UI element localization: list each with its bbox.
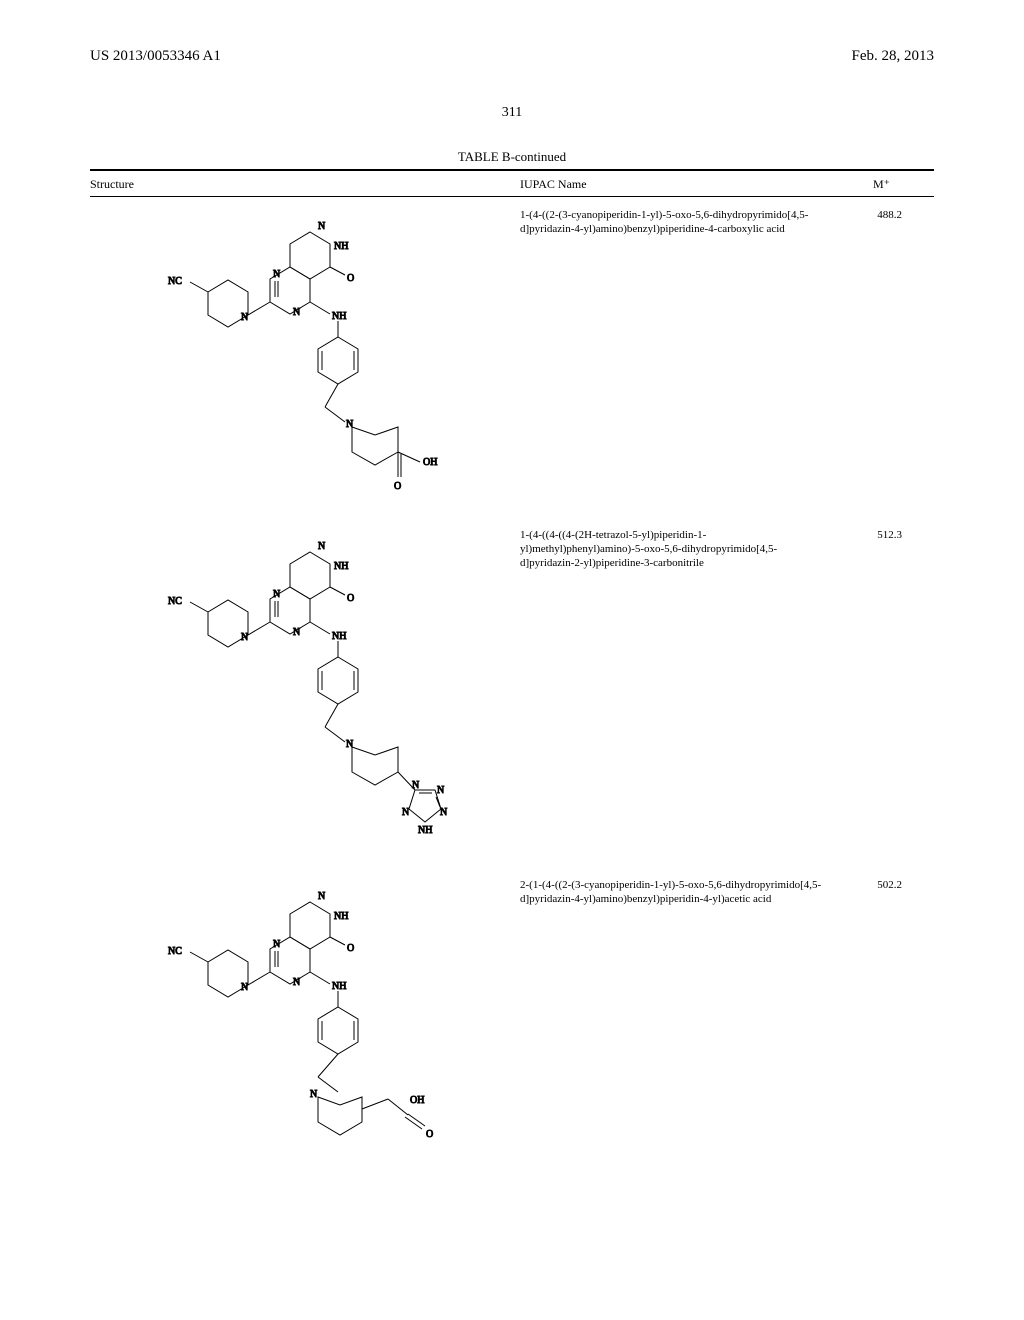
svg-text:N: N bbox=[318, 541, 325, 552]
mass-value: 488.2 bbox=[842, 207, 908, 221]
running-header: US 2013/0053346 A1 Feb. 28, 2013 bbox=[90, 48, 934, 65]
publication-number: US 2013/0053346 A1 bbox=[90, 48, 221, 65]
table-row: N NH O N N NC N NH bbox=[90, 867, 934, 1177]
table-top-rule bbox=[90, 169, 934, 171]
structure-cell: N NH O N N NC N NH bbox=[90, 527, 520, 867]
svg-text:OH: OH bbox=[410, 1095, 424, 1106]
col-head-m: M⁺ bbox=[830, 177, 890, 192]
svg-text:NH: NH bbox=[332, 981, 346, 992]
svg-text:O: O bbox=[347, 593, 354, 604]
svg-text:NC: NC bbox=[168, 276, 182, 287]
page-number: 311 bbox=[90, 105, 934, 121]
table-row: N NH O N N NC N bbox=[90, 197, 934, 517]
table-header-row: Structure IUPAC Name M⁺ bbox=[90, 173, 934, 196]
structure-cell: N NH O N N NC N bbox=[90, 207, 520, 517]
svg-text:NC: NC bbox=[168, 596, 182, 607]
svg-text:N: N bbox=[440, 807, 447, 818]
table-row: N NH O N N NC N NH bbox=[90, 517, 934, 867]
svg-text:N: N bbox=[412, 780, 419, 791]
iupac-name: 1-(4-((2-(3-cyanopiperidin-1-yl)-5-oxo-5… bbox=[520, 207, 842, 237]
svg-text:N: N bbox=[310, 1089, 317, 1100]
mass-value: 512.3 bbox=[842, 527, 908, 541]
svg-text:O: O bbox=[347, 943, 354, 954]
table-body: N NH O N N NC N bbox=[90, 196, 934, 1177]
svg-text:N: N bbox=[437, 785, 444, 796]
svg-text:NH: NH bbox=[334, 561, 348, 572]
svg-text:NH: NH bbox=[334, 911, 348, 922]
svg-text:N: N bbox=[318, 221, 325, 232]
svg-text:OH: OH bbox=[423, 457, 437, 468]
col-head-name: IUPAC Name bbox=[520, 177, 830, 192]
mass-value: 502.2 bbox=[842, 877, 908, 891]
svg-text:NH: NH bbox=[332, 631, 346, 642]
iupac-name: 1-(4-((4-((4-(2H-tetrazol-5-yl)piperidin… bbox=[520, 527, 842, 570]
chemical-structure-icon: N NH O N N NC N NH bbox=[140, 527, 470, 867]
svg-text:NH: NH bbox=[418, 825, 432, 836]
table-caption: TABLE B-continued bbox=[90, 149, 934, 165]
iupac-name: 2-(1-(4-((2-(3-cyanopiperidin-1-yl)-5-ox… bbox=[520, 877, 842, 907]
chemical-structure-icon: N NH O N N NC N bbox=[140, 207, 470, 517]
structure-cell: N NH O N N NC N NH bbox=[90, 877, 520, 1177]
svg-text:O: O bbox=[426, 1129, 433, 1140]
svg-text:N: N bbox=[241, 312, 248, 323]
publication-date: Feb. 28, 2013 bbox=[852, 48, 935, 65]
svg-text:N: N bbox=[241, 632, 248, 643]
svg-text:O: O bbox=[347, 273, 354, 284]
chemical-structure-icon: N NH O N N NC N NH bbox=[140, 877, 470, 1177]
svg-text:N: N bbox=[402, 807, 409, 818]
svg-text:N: N bbox=[273, 589, 280, 600]
svg-text:N: N bbox=[273, 939, 280, 950]
svg-text:NC: NC bbox=[168, 946, 182, 957]
svg-text:O: O bbox=[394, 481, 401, 492]
svg-text:N: N bbox=[318, 891, 325, 902]
svg-text:NH: NH bbox=[332, 311, 346, 322]
svg-text:N: N bbox=[293, 627, 300, 638]
col-head-structure: Structure bbox=[90, 177, 520, 192]
svg-text:N: N bbox=[293, 307, 300, 318]
svg-text:N: N bbox=[293, 977, 300, 988]
svg-text:NH: NH bbox=[334, 241, 348, 252]
svg-text:N: N bbox=[273, 269, 280, 280]
svg-text:N: N bbox=[241, 982, 248, 993]
